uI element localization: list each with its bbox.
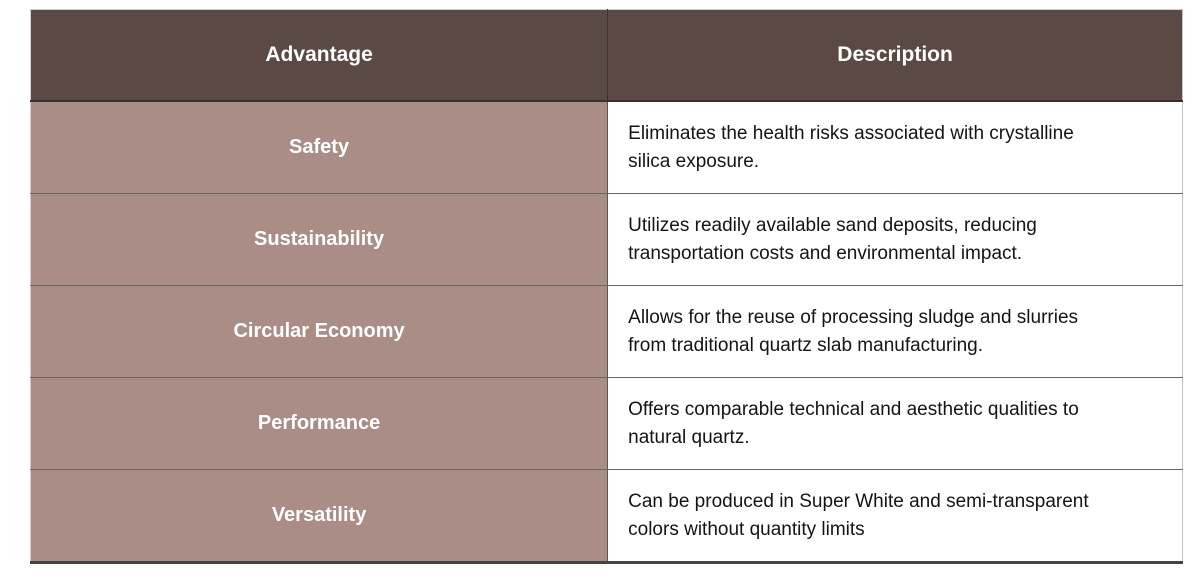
description-text: Can be produced in Super White and semi-… xyxy=(628,490,1089,540)
description-cell: Utilizes readily available sand deposits… xyxy=(607,193,1183,286)
table-row: Safety Eliminates the health risks assoc… xyxy=(30,101,1183,194)
description-cell: Allows for the reuse of processing sludg… xyxy=(607,285,1183,378)
advantage-cell: Performance xyxy=(30,377,609,470)
description-cell: Eliminates the health risks associated w… xyxy=(607,101,1183,194)
table-row: Versatility Can be produced in Super Whi… xyxy=(30,469,1183,564)
advantage-cell: Safety xyxy=(30,101,609,194)
advantage-cell: Sustainability xyxy=(30,193,609,286)
description-cell: Offers comparable technical and aestheti… xyxy=(607,377,1183,470)
table-row: Sustainability Utilizes readily availabl… xyxy=(30,193,1183,286)
description-text: Eliminates the health risks associated w… xyxy=(628,122,1074,172)
advantage-cell: Versatility xyxy=(30,469,609,564)
table-row: Circular Economy Allows for the reuse of… xyxy=(30,285,1183,378)
advantage-cell: Circular Economy xyxy=(30,285,609,378)
column-header-description: Description xyxy=(607,9,1183,102)
description-text: Utilizes readily available sand deposits… xyxy=(628,214,1037,264)
description-text: Allows for the reuse of processing sludg… xyxy=(628,306,1079,356)
advantages-table: Advantage Description Safety Eliminates … xyxy=(30,9,1183,564)
column-header-advantage: Advantage xyxy=(30,9,609,102)
table-row: Performance Offers comparable technical … xyxy=(30,377,1183,470)
description-text: Offers comparable technical and aestheti… xyxy=(628,398,1079,448)
table-header-row: Advantage Description xyxy=(30,9,1183,102)
description-cell: Can be produced in Super White and semi-… xyxy=(607,469,1183,564)
